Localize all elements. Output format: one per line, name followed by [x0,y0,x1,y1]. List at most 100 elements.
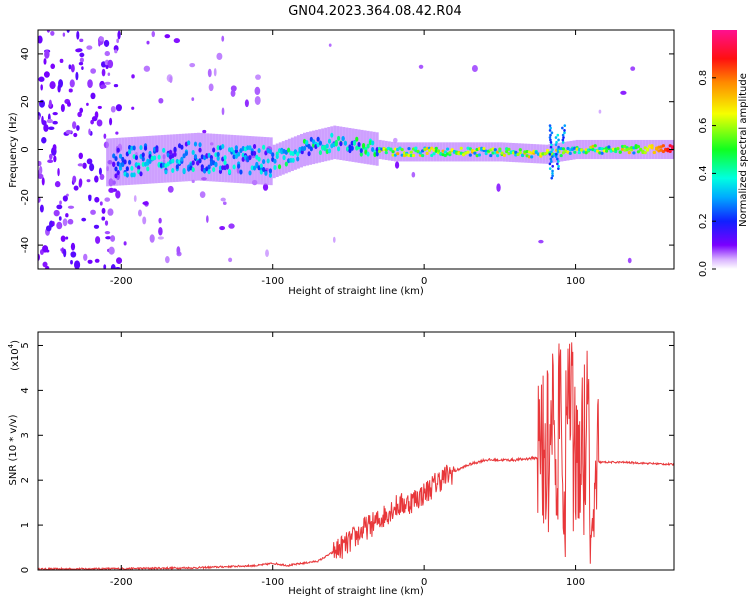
spectrogram-halo [306,132,310,166]
spectrogram-ridge-cell [616,147,620,151]
spectrogram-speckle [142,201,149,206]
spectrogram-ridge-cell [225,164,229,170]
spectrogram-ridge-cell [162,147,166,153]
colorbar-tick-label: 0.4 [698,165,709,181]
spectrogram-ridge-cell [291,157,295,163]
spectrogram-ridge-cell [234,145,238,151]
spectrogram-speckle [53,155,57,163]
spectrogram-speckle [104,220,109,226]
spectrogram-ridge-cell [164,169,168,175]
spectrogram-speckle [52,144,57,151]
colorbar-tick-label: 0.6 [698,118,709,134]
spectrogram-ridge-cell [248,145,252,151]
figure-title: GN04.2023.364.08.42.R04 [288,4,462,19]
spectrogram-ridge-cell [430,153,434,158]
spectrogram-ridge-cell [116,170,120,176]
spectrogram-ridge-cell [366,143,370,149]
spectrogram-ridge-cell [214,161,218,167]
spectrogram-halo [284,139,288,174]
spectrogram-speckle [228,257,233,263]
spectrogram-spike [561,140,565,144]
spectrogram-ridge-cell [393,153,397,157]
spectrogram-ridge-cell [227,169,232,175]
spectrogram-ridge-cell [539,152,543,156]
spectrogram-halo [651,139,655,160]
spectrogram-ridge-cell [184,151,188,157]
spectrogram-speckle [95,236,101,244]
snr-y-tick-label: 5 [20,342,31,348]
spectrogram-speckle [110,235,116,242]
snr-frame [37,331,675,571]
spectrogram-ridge-cell [409,153,413,158]
spectrogram-ridge-cell [327,148,332,154]
spectrogram-speckle [65,213,69,218]
spectrogram-ridge-cell [518,151,522,155]
spectrogram-ridge-cell [396,152,400,156]
spectrogram-spike [549,138,552,142]
spectrogram-ridge-cell [459,146,463,150]
spectrogram-halo [260,136,264,185]
spectrogram-speckle [199,191,206,198]
spectrogram-ridge-cell [168,149,173,155]
snr-y-tick-label: 3 [20,432,31,438]
spectrogram-spike [550,150,553,154]
spectrogram-y-tick-label: 20 [20,95,31,108]
spectrogram-speckle [107,59,114,69]
spectrogram-speckle [149,234,155,243]
spectrogram-halo [560,142,564,162]
spectrogram-ridge-cell [636,150,641,154]
spectrogram-ridge-cell [262,144,266,150]
spectrogram-halo [433,142,437,162]
colorbar-tick-label: 0.8 [698,70,709,86]
spectrogram-spike [556,157,559,161]
spectrogram-ridge-cell [355,136,359,142]
spectrogram-ridge-cell [173,146,177,152]
spectrogram-speckle [167,185,174,193]
spectrogram-halo [160,135,164,183]
spectrogram-halo [178,133,182,182]
spectrogram-speckle [123,241,127,246]
spectrogram-ridge-cell [357,141,361,147]
spectrogram-speckle [79,52,85,58]
spectrogram-speckle [88,128,91,135]
spectrogram-ridge-cell [371,146,375,152]
spectrogram-speckle [116,38,120,44]
spectrogram-spike [562,136,565,139]
spectrogram-speckle [78,62,84,66]
spectrogram-ridge-cell [246,157,250,163]
spectrogram-speckle [62,32,66,37]
spectrogram-halo [327,127,331,161]
spectrogram-ridge-cell [114,156,118,162]
spectrogram-ridge-cell [216,151,220,157]
spectrogram-spike [551,169,554,173]
spectrogram-ridge-cell [193,154,198,160]
spectrogram-ridge-cell [187,140,191,146]
spectrogram-ridge-cell [305,139,309,145]
spectrogram-spike [548,128,552,132]
spectrogram-speckle [67,101,71,107]
spectrogram-speckle [46,30,50,33]
spectrogram-spike [561,138,565,142]
spectrogram-speckle [206,215,209,223]
spectrogram-ridge-cell [134,155,139,161]
spectrogram-spike [556,160,560,163]
spectrogram-speckle [87,79,93,88]
spectrogram-speckle [394,161,400,169]
spectrogram-speckle [44,49,50,59]
spectrogram-ridge-cell [259,169,263,175]
spectrogram-ridge-cell [148,158,152,164]
spectrogram-speckle [202,129,207,134]
spectrogram-speckle [49,81,56,90]
spectrogram-speckle [107,208,114,216]
svg-text:(x104): (x104) [7,340,21,371]
spectrogram-speckle [54,181,61,188]
spectrogram-spike [548,162,552,166]
spectrogram-spike [555,140,558,144]
spectrogram-speckle [114,49,118,54]
spectrogram-speckle [230,89,236,97]
spectrogram-halo [475,142,479,162]
spectrogram-ridge-cell [114,166,118,172]
spectrogram-ridge-cell [416,149,420,153]
spectrogram-ridge-cell [153,155,157,161]
colorbar: 0.0 0.2 0.4 0.6 0.8 Normalized spectral ampl… [698,30,749,277]
